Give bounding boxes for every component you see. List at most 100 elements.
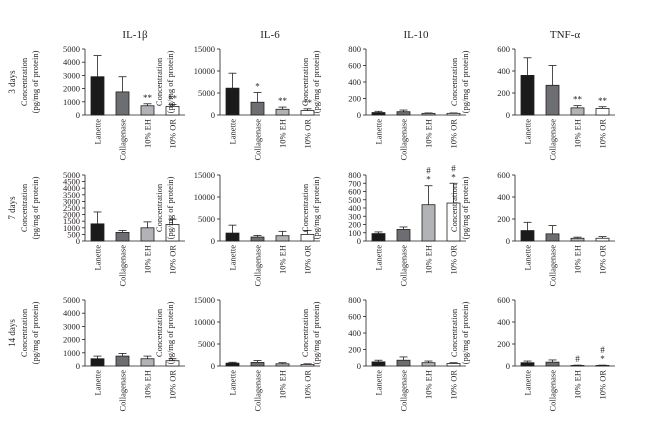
chart-0-1-bar-3 [300,110,315,116]
chart-2-2-bar-3 [446,363,461,367]
chart-1-1-ytick-label-2: 10000 [194,192,215,202]
chart-0-0-ylabel-line-1: (pg/mg of protein) [30,50,40,113]
chart-1-1-ytick-label-0: 0 [211,236,215,246]
chart-0-0-xlabel-0: Lanette [93,119,103,145]
chart-0-0-xlabel-3: 10% OR [168,119,178,149]
chart-0-2-bar-0 [371,112,386,116]
chart-1-0-ytick-label-10: 5000 [63,170,80,180]
chart-2-2-xlabel-1: Collagenase [399,370,409,412]
chart-0-0-bar-2 [140,105,155,116]
chart-2-3-bar-3 [595,365,610,367]
chart-1-3-xlabel-3: 10% OR [598,245,608,275]
chart-1-0-ytick-label-8: 4000 [63,183,80,193]
chart-2-2-bar-1 [396,359,411,367]
chart-1-0-ytick-label-3: 1500 [63,216,80,226]
chart-1-3-ytick-label-2: 400 [497,192,510,202]
chart-1-0-ytick-label-7: 3500 [63,190,80,200]
chart-2-3-annotation-2-0: # [575,354,580,364]
chart-1-2-ytick-label-2: 200 [348,220,361,230]
chart-1-3-ylabel-line-1: (pg/mg of protein) [460,176,470,239]
chart-0-1-ytick-label-3: 15000 [194,44,215,54]
chart-1-2-xlabel-2: 10% EH [424,245,434,274]
chart-2-0-xlabel-1: Collagenase [118,370,128,412]
column-title-1: IL-6 [260,29,280,41]
chart-0-3-ytick-label-3: 600 [497,44,510,54]
chart-2-2-ytick-label-2: 400 [348,328,361,338]
chart-0-3-bar-3 [595,108,610,116]
chart-2-1-xlabel-1: Collagenase [253,370,263,412]
chart-2-0-ytick-label-2: 2000 [63,335,80,345]
row-label-0: 3 days [7,70,17,94]
chart-0-1-bar-0 [225,87,240,116]
chart-0-2-xlabel-3: 10% OR [449,119,459,149]
chart-0-3-ytick-label-1: 200 [497,88,510,98]
chart-2-0-xlabel-2: 10% EH [143,370,153,399]
chart-2-1-ytick-label-1: 5000 [198,339,215,349]
chart-2-1-bar-3 [300,364,315,367]
chart-2-3-ylabel-line-0: Concentration [449,308,459,357]
chart-0-1-xlabel-3: 10% OR [303,119,313,149]
chart-2-2-ytick-label-0: 0 [357,361,361,371]
chart-1-2-bar-2 [421,204,436,242]
chart-2-3-xlabel-2: 10% EH [573,370,583,399]
chart-1-2-ytick-label-5: 500 [348,195,361,205]
chart-2-0-bar-0 [90,358,105,367]
chart-0-0-ytick-label-3: 3000 [63,70,80,80]
chart-2-0-ytick-label-3: 3000 [63,321,80,331]
chart-2-3-bar-1 [545,361,560,367]
chart-2-1-xlabel-2: 10% EH [278,370,288,399]
chart-0-2-ytick-label-0: 0 [357,110,361,120]
chart-1-0-xlabel-1: Collagenase [118,245,128,287]
chart-1-0-ylabel-line-1: (pg/mg of protein) [30,176,40,239]
chart-2-2-ytick-label-3: 600 [348,312,361,322]
chart-2-3-ytick-label-1: 200 [497,339,510,349]
chart-0-2-xlabel-0: Lanette [374,119,384,145]
chart-0-0-ytick-label-0: 0 [76,110,80,120]
chart-1-2-ytick-label-1: 100 [348,228,361,238]
chart-0-3-annotation-3-0: ** [598,96,608,106]
chart-1-0-ytick-label-5: 2500 [63,203,80,213]
chart-0-3-ylabel-line-1: (pg/mg of protein) [460,50,470,113]
chart-2-1-xlabel-3: 10% OR [303,370,313,400]
chart-0-0-ytick-label-4: 4000 [63,57,80,67]
chart-1-0-bar-3 [165,224,180,242]
chart-2-2-ylabel-line-0: Concentration [300,308,310,357]
chart-2-1-xlabel-0: Lanette [228,370,238,396]
chart-2-0-ytick-label-0: 0 [76,361,80,371]
chart-2-2-ytick-label-4: 800 [348,295,361,305]
chart-0-0-bar-0 [90,76,105,116]
chart-2-3-annotation-3-0: # [600,345,605,355]
chart-1-2-xlabel-3: 10% OR [449,245,459,275]
chart-1-2-ylabel-line-1: (pg/mg of protein) [311,176,321,239]
chart-2-2-bar-2 [421,362,436,367]
chart-0-2-bar-3 [446,112,461,116]
chart-1-3-ylabel-line-0: Concentration [449,183,459,232]
chart-1-2-xlabel-0: Lanette [374,245,384,271]
chart-0-0-ytick-label-2: 2000 [63,84,80,94]
chart-0-3-bar-1 [545,84,560,116]
chart-0-3-ytick-label-2: 400 [497,66,510,76]
chart-2-0-xlabel-0: Lanette [93,370,103,396]
chart-0-2-ytick-label-1: 200 [348,94,361,104]
row-label-1: 7 days [7,196,17,220]
chart-0-1-bar-2 [275,108,290,116]
chart-2-3-annotation-3-1: * [600,354,605,364]
chart-0-0-xlabel-2: 10% EH [143,119,153,148]
chart-2-2-xlabel-0: Lanette [374,370,384,396]
chart-0-1-ylabel-line-1: (pg/mg of protein) [165,50,175,113]
chart-0-0-annotation-3-0: ** [168,93,178,103]
chart-1-2-annotation-3-0: # [451,163,456,173]
chart-1-2-annotation-3-1: * [451,172,456,182]
chart-1-1-ylabel-line-1: (pg/mg of protein) [165,176,175,239]
chart-1-2-ytick-label-8: 800 [348,170,361,180]
chart-0-2-ytick-label-2: 400 [348,77,361,87]
chart-1-0-bar-1 [115,232,130,242]
chart-1-2-annotation-2-0: # [426,166,431,176]
chart-0-0-xlabel-1: Collagenase [118,119,128,161]
chart-2-1-ylabel-line-0: Concentration [154,308,164,357]
chart-2-3-ylabel-line-1: (pg/mg of protein) [460,301,470,364]
chart-1-0-ytick-label-4: 2000 [63,210,80,220]
chart-1-0-xlabel-0: Lanette [93,245,103,271]
chart-2-1-bar-1 [250,362,265,367]
